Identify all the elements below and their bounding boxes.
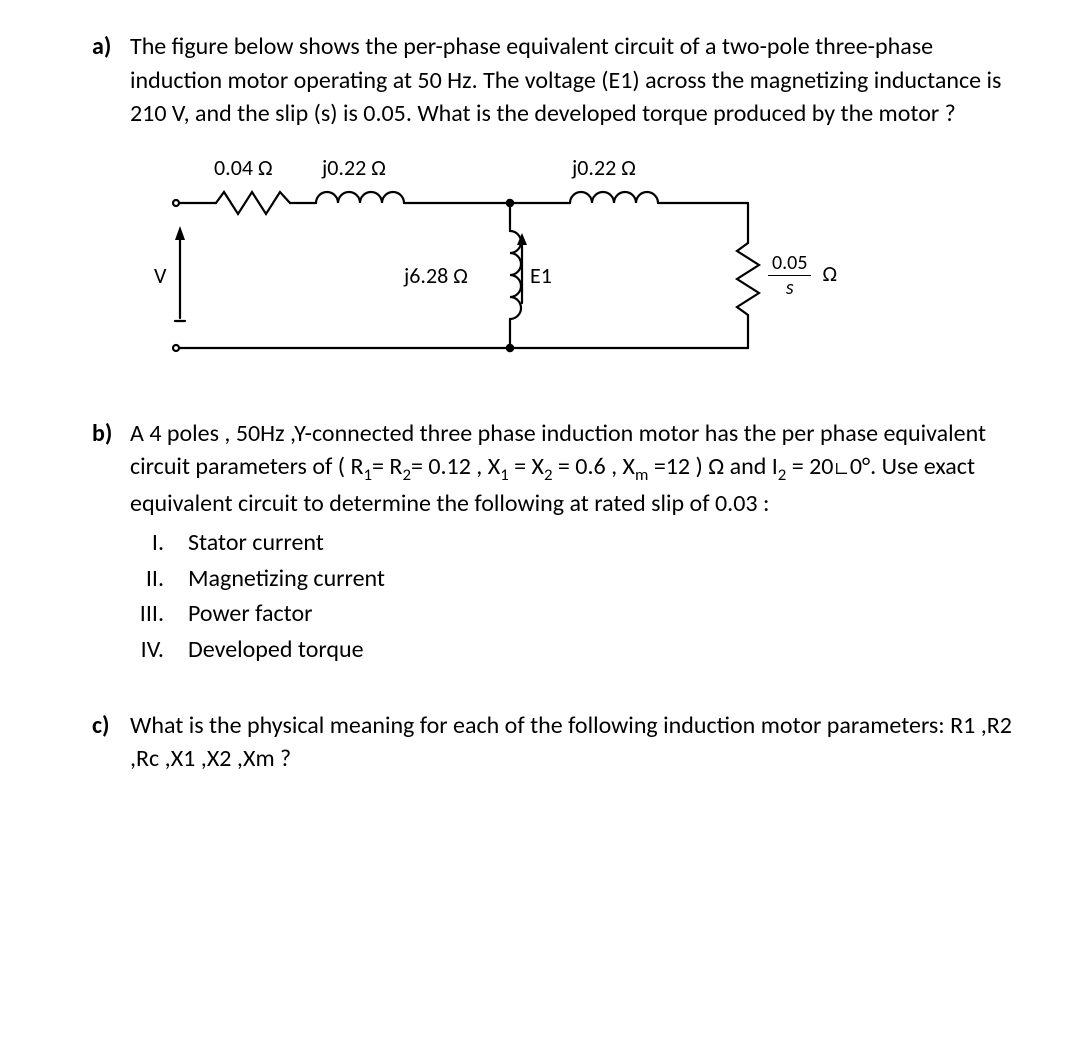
r2s-numer: 0.05 (768, 253, 811, 276)
question-b-label: b) (92, 417, 112, 451)
b-aft-x2: = 0.6 , X (552, 452, 635, 481)
item-text: Stator current (188, 526, 324, 560)
b-x1x2: = X (509, 452, 544, 481)
circuit-diagram: 0.04 Ω j0.22 Ω j0.22 Ω j6.28 Ω E1 V 0.05… (158, 153, 1020, 383)
label-r1: 0.04 Ω (214, 153, 273, 184)
question-b: b) A 4 poles , 50Hz ,Y-connected three p… (130, 417, 1020, 667)
question-b-list: I. Stator current II. Magnetizing curren… (130, 526, 1020, 666)
list-item: I. Stator current (130, 526, 1020, 560)
item-text: Magnetizing current (188, 562, 385, 596)
item-text: Developed torque (188, 633, 364, 667)
item-num: II. (130, 562, 188, 596)
b-aft-r2: = 0.12 , X (411, 452, 500, 481)
list-item: II. Magnetizing current (130, 562, 1020, 596)
question-c: c) What is the physical meaning for each… (130, 709, 1020, 776)
list-item: III. Power factor (130, 597, 1020, 631)
item-num: III. (130, 597, 188, 631)
item-text: Power factor (188, 597, 313, 631)
b-r1r2: = R (372, 452, 402, 481)
question-b-text: A 4 poles , 50Hz ,Y-connected three phas… (130, 417, 1020, 521)
b-xm: =12 ) Ω and I (648, 452, 777, 481)
question-c-text: What is the physical meaning for each of… (130, 709, 1020, 776)
label-x2: j0.22 Ω (572, 153, 636, 184)
label-r2s: 0.05 s Ω (768, 253, 837, 298)
label-e1: E1 (530, 261, 552, 292)
item-num: I. (130, 526, 188, 560)
r2s-denom: s (768, 276, 811, 298)
label-v: V (154, 261, 166, 292)
item-num: IV. (130, 633, 188, 667)
r2s-unit: Ω (822, 260, 837, 287)
question-a-text: The figure below shows the per-phase equ… (130, 30, 1020, 131)
label-xm: j6.28 Ω (404, 261, 468, 292)
question-a: a) The figure below shows the per-phase … (130, 30, 1020, 383)
question-a-label: a) (92, 30, 111, 64)
label-x1: j0.22 Ω (322, 153, 386, 184)
list-item: IV. Developed torque (130, 633, 1020, 667)
question-c-label: c) (92, 709, 110, 743)
